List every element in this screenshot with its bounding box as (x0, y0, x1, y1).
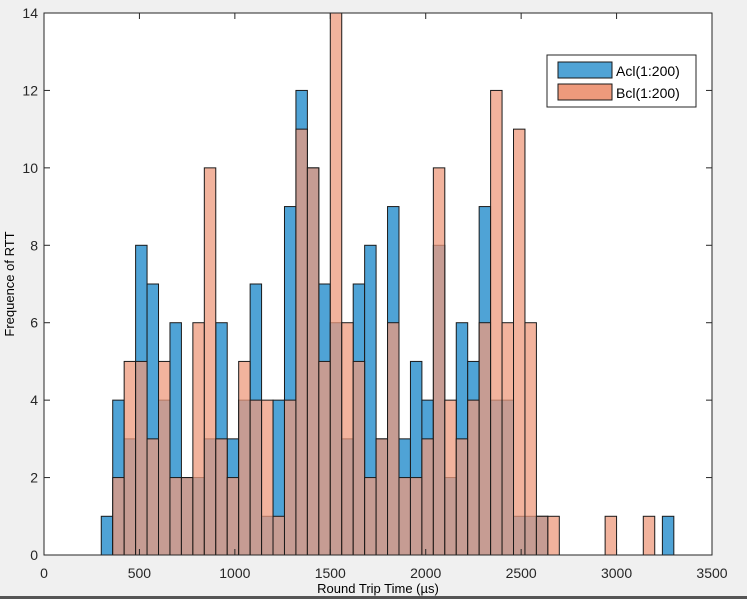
y-tick-label-4: 4 (30, 392, 38, 408)
bar-bcl-2340 (490, 89, 503, 556)
bar-bcl-1080 (249, 399, 263, 556)
bar-bcl-1380 (306, 167, 320, 556)
x-tick-label-0: 0 (40, 565, 48, 581)
y-axis-label: Frequence of RTT (2, 231, 17, 336)
bar-bcl-1740 (375, 438, 389, 556)
y-tick-label-2: 2 (30, 470, 38, 486)
bar-bcl-900 (215, 438, 228, 556)
bar-bcl-2940 (604, 515, 618, 556)
bar-bcl-360 (112, 477, 125, 556)
bar-bcl-1500 (329, 12, 343, 556)
y-tick-label-10: 10 (22, 160, 38, 176)
legend-label-acl: Acl(1:200) (616, 63, 680, 79)
bar-bcl-720 (180, 477, 194, 556)
bar-bcl-1140 (261, 399, 274, 556)
y-tick-label-6: 6 (30, 315, 38, 331)
bottom-border (0, 596, 747, 599)
x-tick-label-3500: 3500 (696, 565, 727, 581)
bar-bcl-2160 (455, 438, 469, 556)
x-tick-label-1500: 1500 (315, 565, 346, 581)
bar-acl-3240 (661, 515, 675, 556)
legend: Acl(1:200) Bcl(1:200) (546, 54, 697, 108)
bar-bcl-780 (192, 322, 205, 556)
bar-acl-300 (100, 515, 114, 556)
legend-swatch-acl (557, 61, 613, 79)
x-tick-label-3000: 3000 (601, 565, 632, 581)
bar-bcl-660 (169, 477, 182, 556)
bar-bcl-1680 (364, 477, 377, 556)
x-tick-label-1000: 1000 (219, 565, 250, 581)
bar-bcl-2100 (444, 399, 457, 556)
bar-bcl-1260 (283, 399, 297, 556)
bar-bcl-600 (158, 360, 171, 556)
x-axis-label: Round Trip Time (µs) (317, 581, 439, 596)
bar-bcl-420 (123, 360, 137, 556)
bar-bcl-3140 (642, 515, 656, 556)
y-tick-label-0: 0 (30, 547, 38, 563)
bar-bcl-1620 (352, 360, 366, 556)
bar-bcl-1200 (272, 515, 285, 556)
x-tick-label-2000: 2000 (410, 565, 441, 581)
bar-bcl-2640 (547, 515, 560, 556)
bar-bcl-1320 (295, 128, 308, 556)
ticks-layer: 0 500 1000 1500 2000 2500 3000 3500 0 2 4 6 8 10 12 14 (22, 5, 727, 581)
y-tick-label-8: 8 (30, 237, 38, 253)
bar-bcl-2220 (467, 399, 480, 556)
bar-bcl-1800 (387, 322, 400, 556)
y-tick-label-14: 14 (22, 5, 38, 21)
bar-bcl-1980 (421, 438, 434, 556)
bar-bcl-1920 (409, 477, 423, 556)
bar-bcl-2460 (513, 128, 526, 556)
bar-bcl-960 (226, 477, 240, 556)
legend-swatch-bcl (557, 83, 613, 101)
legend-label-bcl: Bcl(1:200) (616, 85, 680, 101)
bar-bcl-2520 (524, 322, 537, 556)
bar-bcl-840 (203, 167, 217, 556)
y-tick-label-12: 12 (22, 82, 38, 98)
bar-bcl-1860 (398, 477, 411, 556)
bar-bcl-2280 (478, 322, 492, 556)
bar-bcl-540 (146, 438, 160, 556)
bar-bcl-2400 (501, 322, 515, 556)
bar-bcl-2040 (432, 167, 446, 556)
x-tick-label-500: 500 (128, 565, 152, 581)
bar-bcl-2580 (535, 515, 549, 556)
bar-bcl-480 (135, 360, 148, 556)
plot-frame (43, 12, 713, 556)
bar-bcl-1560 (341, 322, 354, 556)
bar-bcl-1440 (318, 360, 331, 556)
bar-bcl-1020 (238, 360, 251, 556)
x-tick-label-2500: 2500 (506, 565, 537, 581)
